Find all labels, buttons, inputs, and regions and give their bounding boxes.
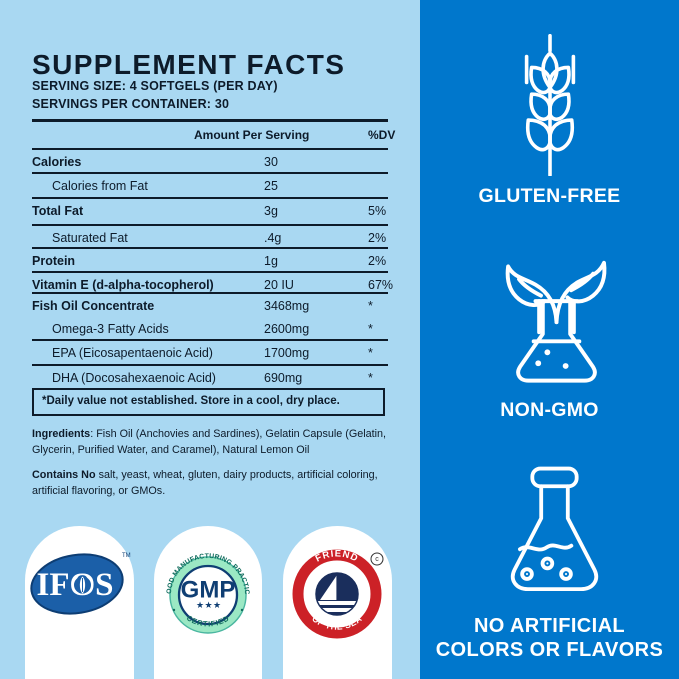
svg-text:TM: TM [122, 553, 131, 559]
svg-text:★: ★ [213, 600, 221, 610]
svg-text:★: ★ [205, 600, 213, 610]
svg-text:★: ★ [196, 600, 204, 610]
svg-text:c: c [375, 556, 379, 563]
